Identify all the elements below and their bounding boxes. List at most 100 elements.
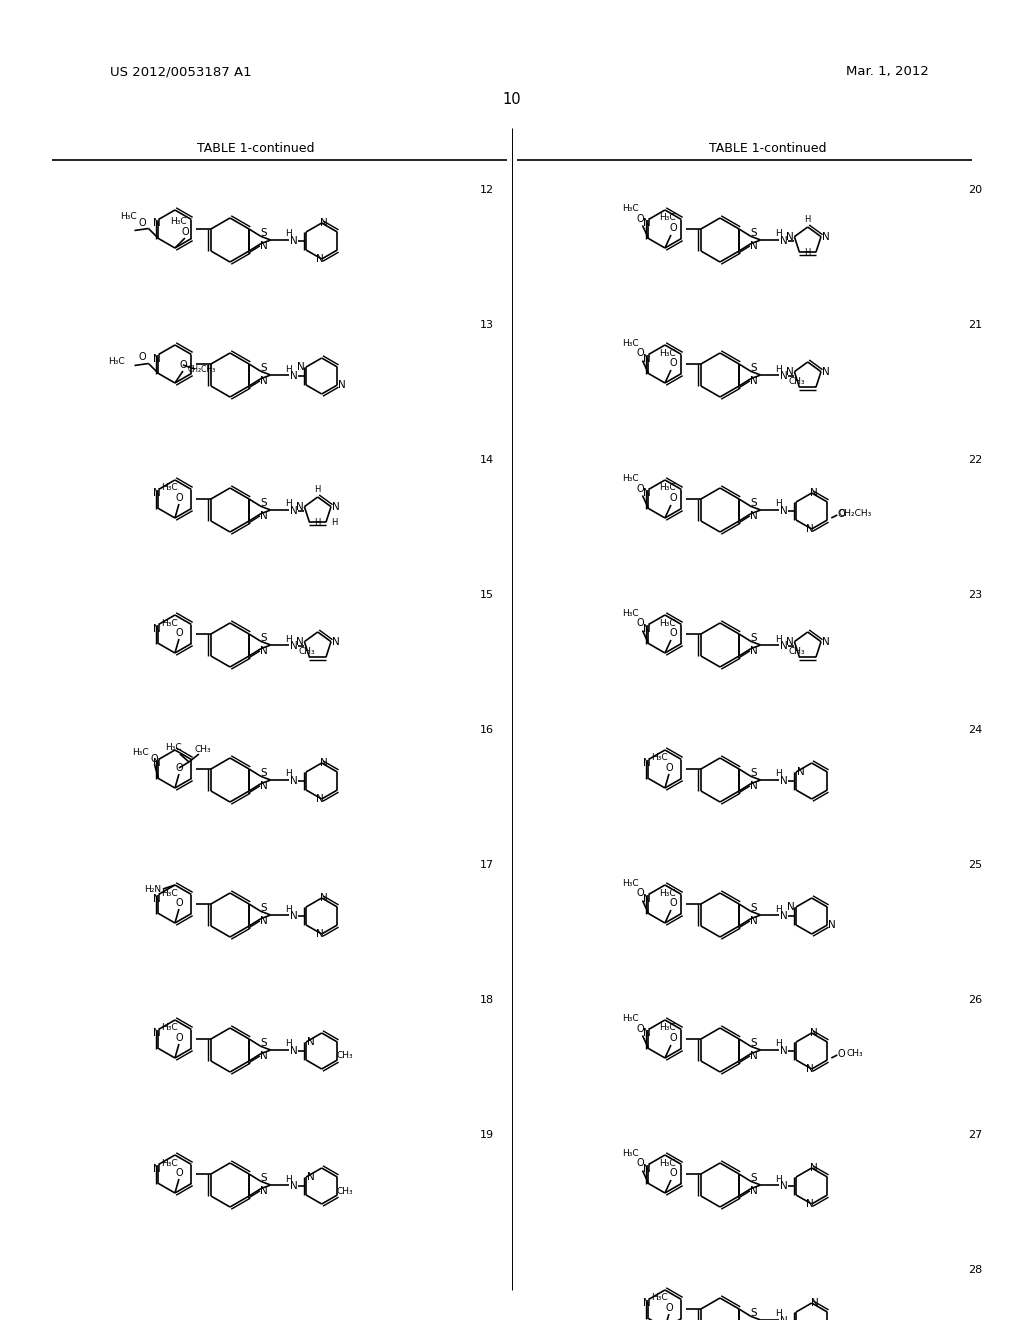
Text: N: N bbox=[338, 380, 346, 389]
Text: N: N bbox=[822, 367, 829, 376]
Text: S: S bbox=[751, 1308, 757, 1319]
Text: O: O bbox=[637, 348, 644, 359]
Text: H₃C: H₃C bbox=[650, 754, 668, 763]
Text: N: N bbox=[259, 240, 267, 251]
Text: N: N bbox=[290, 911, 298, 921]
Text: CH₂CH₃: CH₂CH₃ bbox=[839, 510, 871, 519]
Text: O: O bbox=[175, 763, 182, 774]
Text: N: N bbox=[643, 354, 650, 363]
Text: 12: 12 bbox=[480, 185, 494, 195]
Text: H: H bbox=[805, 215, 811, 224]
Text: 21: 21 bbox=[968, 319, 982, 330]
Text: 28: 28 bbox=[968, 1265, 982, 1275]
Text: N: N bbox=[750, 1051, 758, 1061]
Text: N: N bbox=[153, 623, 161, 634]
Text: O: O bbox=[637, 619, 644, 628]
Text: N: N bbox=[780, 236, 787, 246]
Text: H₃C: H₃C bbox=[120, 213, 137, 220]
Text: 27: 27 bbox=[968, 1130, 982, 1140]
Text: 19: 19 bbox=[480, 1130, 494, 1140]
Text: H: H bbox=[286, 364, 292, 374]
Text: N: N bbox=[259, 511, 267, 521]
Text: N: N bbox=[810, 1163, 817, 1173]
Text: N: N bbox=[315, 795, 324, 804]
Text: O: O bbox=[669, 1168, 677, 1177]
Text: N: N bbox=[290, 506, 298, 516]
Text: 18: 18 bbox=[480, 995, 494, 1005]
Text: S: S bbox=[751, 634, 757, 643]
Text: H: H bbox=[286, 635, 292, 644]
Text: H: H bbox=[286, 904, 292, 913]
Text: Mar. 1, 2012: Mar. 1, 2012 bbox=[846, 66, 929, 78]
Text: H: H bbox=[775, 364, 782, 374]
Text: N: N bbox=[780, 371, 787, 381]
Text: N: N bbox=[153, 354, 161, 363]
Text: H₃C: H₃C bbox=[658, 483, 675, 492]
Text: H₃C: H₃C bbox=[161, 619, 177, 627]
Text: N: N bbox=[750, 780, 758, 791]
Text: H₃C: H₃C bbox=[623, 879, 639, 888]
Text: O: O bbox=[669, 628, 677, 638]
Text: CH₃: CH₃ bbox=[847, 1049, 863, 1059]
Text: N: N bbox=[290, 371, 298, 381]
Text: N: N bbox=[785, 636, 794, 647]
Text: S: S bbox=[751, 498, 757, 508]
Text: N: N bbox=[290, 236, 298, 246]
Text: N: N bbox=[297, 362, 305, 372]
Text: S: S bbox=[260, 1039, 266, 1048]
Text: N: N bbox=[153, 219, 161, 228]
Text: N: N bbox=[332, 636, 340, 647]
Text: 13: 13 bbox=[480, 319, 494, 330]
Text: H: H bbox=[286, 499, 292, 508]
Text: N: N bbox=[780, 1316, 787, 1320]
Text: N: N bbox=[822, 232, 829, 242]
Text: N: N bbox=[319, 894, 328, 903]
Text: H₃C: H₃C bbox=[165, 743, 181, 752]
Text: H: H bbox=[775, 230, 782, 239]
Text: 24: 24 bbox=[968, 725, 982, 735]
Text: S: S bbox=[260, 228, 266, 238]
Text: S: S bbox=[751, 1039, 757, 1048]
Text: H: H bbox=[286, 770, 292, 779]
Text: TABLE 1-continued: TABLE 1-continued bbox=[710, 141, 826, 154]
Text: N: N bbox=[780, 1045, 787, 1056]
Text: O: O bbox=[637, 1023, 644, 1034]
Text: N: N bbox=[296, 636, 303, 647]
Text: H: H bbox=[775, 1175, 782, 1184]
Text: H: H bbox=[331, 517, 337, 527]
Text: N: N bbox=[259, 780, 267, 791]
Text: CH₃: CH₃ bbox=[788, 647, 805, 656]
Text: N: N bbox=[643, 1028, 650, 1039]
Text: N: N bbox=[332, 502, 340, 512]
Text: H₃C: H₃C bbox=[623, 205, 639, 213]
Text: O: O bbox=[175, 628, 182, 638]
Text: O: O bbox=[637, 888, 644, 899]
Text: O: O bbox=[669, 223, 677, 234]
Text: N: N bbox=[259, 376, 267, 385]
Text: H₃C: H₃C bbox=[623, 339, 639, 348]
Text: 20: 20 bbox=[968, 185, 982, 195]
Text: N: N bbox=[750, 916, 758, 925]
Text: O: O bbox=[669, 358, 677, 368]
Text: S: S bbox=[751, 363, 757, 374]
Text: H₃C: H₃C bbox=[161, 1159, 177, 1167]
Text: N: N bbox=[259, 645, 267, 656]
Text: H₃C: H₃C bbox=[658, 214, 675, 223]
Text: N: N bbox=[780, 642, 787, 651]
Text: H: H bbox=[286, 1175, 292, 1184]
Text: O: O bbox=[669, 492, 677, 503]
Text: N: N bbox=[750, 645, 758, 656]
Text: H₃C: H₃C bbox=[623, 1148, 639, 1158]
Text: H₃C: H₃C bbox=[658, 1023, 675, 1032]
Text: N: N bbox=[643, 759, 650, 768]
Text: S: S bbox=[260, 634, 266, 643]
Text: 26: 26 bbox=[968, 995, 982, 1005]
Text: S: S bbox=[751, 768, 757, 779]
Text: H₃C: H₃C bbox=[658, 348, 675, 358]
Text: H₃C: H₃C bbox=[650, 1294, 668, 1303]
Text: 16: 16 bbox=[480, 725, 494, 735]
Text: O: O bbox=[666, 763, 673, 774]
Text: H: H bbox=[286, 230, 292, 239]
Text: H₃C: H₃C bbox=[658, 619, 675, 627]
Text: N: N bbox=[798, 767, 805, 777]
